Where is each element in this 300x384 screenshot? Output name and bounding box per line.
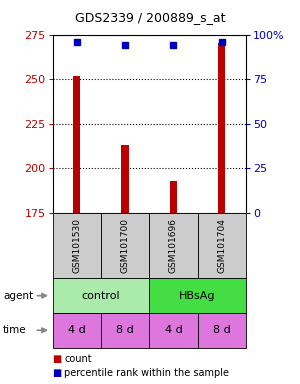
Bar [122,145,129,213]
Text: ■: ■ [52,368,62,378]
Text: percentile rank within the sample: percentile rank within the sample [64,368,230,378]
Text: GSM101700: GSM101700 [121,218,130,273]
Text: control: control [82,291,120,301]
Text: agent: agent [3,291,33,301]
Bar [73,76,80,213]
Text: time: time [3,325,27,335]
Text: GSM101696: GSM101696 [169,218,178,273]
Text: GSM101530: GSM101530 [72,218,81,273]
Text: 8 d: 8 d [213,325,231,335]
Text: 4 d: 4 d [165,325,182,335]
Text: HBsAg: HBsAg [179,291,216,301]
Text: count: count [64,354,92,364]
Text: GSM101704: GSM101704 [217,218,226,273]
Text: 8 d: 8 d [116,325,134,335]
Text: ■: ■ [52,354,62,364]
Text: 4 d: 4 d [68,325,85,335]
Bar [218,43,225,213]
Bar [170,181,177,213]
Text: GDS2339 / 200889_s_at: GDS2339 / 200889_s_at [75,12,225,25]
